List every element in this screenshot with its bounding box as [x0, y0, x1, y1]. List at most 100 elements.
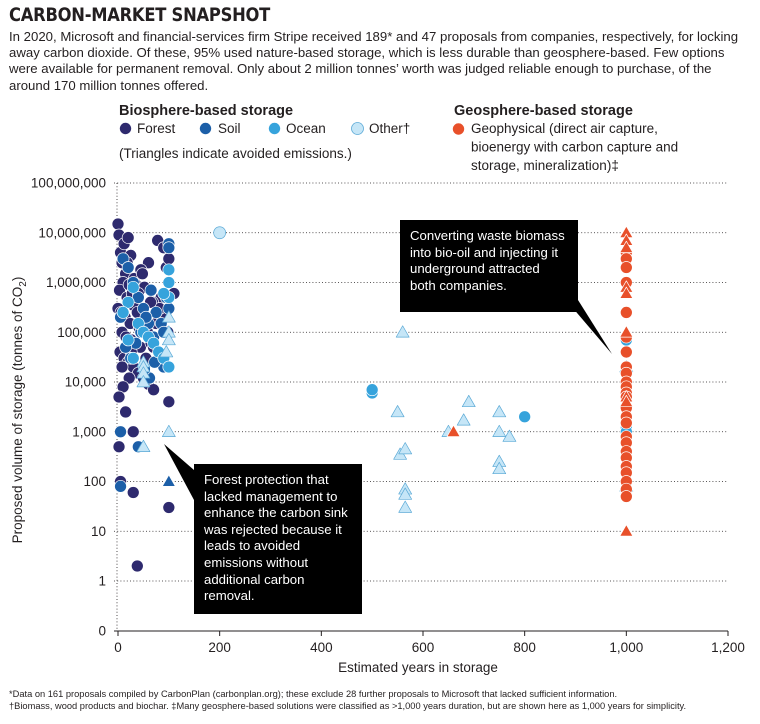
soil-avoided-triangle-point [161, 474, 176, 487]
legend-geophysical-label-line-2: bioenergy with carbon capture and [471, 140, 678, 155]
forest-circle-point [162, 252, 176, 266]
forest-circle-point [162, 395, 176, 409]
forest-circle-point [126, 425, 140, 439]
tick-labels: 1 10 100 1,000 10,000 100,000 1,000,000 10,000,… [31, 176, 745, 656]
ocean-circle-point [126, 280, 140, 294]
forest-circle-point [121, 231, 135, 244]
y-tick-label: 10,000 [65, 375, 106, 390]
legend-ocean-label: Ocean [286, 121, 326, 136]
other-avoided-triangle-point [398, 442, 413, 455]
x-tick-label: 1,200 [711, 640, 745, 655]
legend-geosphere-heading: Geosphere-based storage [454, 103, 633, 119]
geophysical-circle-point [619, 345, 633, 359]
legend-forest-label: Forest [137, 121, 176, 136]
y-tick-label: 100,000 [57, 325, 106, 340]
legend-other-marker [351, 122, 364, 135]
intro-text: In 2020, Microsoft and financial-service… [9, 29, 739, 93]
forest-circle-point [119, 405, 132, 419]
legend-triangle-note: (Triangles indicate avoided emissions.) [119, 146, 352, 161]
legend-geophysical-label-line-3: storage, mineralization)‡ [471, 158, 619, 173]
legend-forest-marker [119, 122, 132, 135]
soil-circle-point [121, 261, 135, 274]
y-tick-label: 1,000,000 [46, 275, 106, 290]
x-tick-label: 400 [310, 640, 333, 655]
legend-biosphere-heading: Biosphere-based storage [119, 103, 293, 119]
soil-circle-point [144, 283, 158, 297]
ocean-circle-point [126, 351, 140, 365]
geophysical-avoided-triangle-point [619, 524, 634, 537]
forest-circle-point [115, 360, 129, 374]
forest-callout-pointer [164, 444, 194, 500]
other-avoided-triangle-point [456, 413, 471, 426]
geophysical-avoided-triangle-point [619, 394, 634, 408]
other-avoided-triangle-point [398, 500, 413, 513]
data-points [111, 217, 634, 573]
forest-circle-point [122, 371, 136, 385]
y-tick-label-zero: 0 [98, 624, 106, 639]
waste-callout-pointer [566, 300, 612, 354]
other-avoided-triangle-point [461, 394, 476, 408]
x-tick-label: 200 [208, 640, 231, 655]
other-avoided-triangle-point [161, 424, 176, 437]
geophysical-avoided-triangle-point [619, 286, 634, 299]
forest-circle-point [130, 559, 144, 573]
other-avoided-triangle-point [136, 439, 151, 452]
x-tick-label: 800 [513, 640, 536, 655]
y-axis-label-subscript: 2 [18, 281, 29, 287]
other-avoided-triangle-point [390, 405, 405, 418]
legend-soil-label: Soil [218, 121, 241, 136]
other-avoided-triangle-point [161, 310, 176, 323]
other-avoided-triangle-point [492, 424, 507, 437]
footnote-data-source: *Data on 161 proposals compiled by Carbo… [9, 689, 618, 699]
legend-other-label: Other† [369, 121, 410, 136]
y-tick-label: 100 [83, 474, 106, 489]
legend-geophysical-label-line-1: Geophysical (direct air capture, [471, 121, 658, 136]
other-avoided-triangle-point [159, 345, 174, 358]
y-axis-label-main: Proposed volume of storage (tonnes of CO [10, 287, 25, 544]
y-axis-label: Proposed volume of storage (tonnes of CO… [10, 277, 29, 544]
forest-circle-point [147, 383, 160, 397]
other-avoided-triangle-point [492, 405, 507, 418]
geophysical-avoided-triangle-point [446, 424, 461, 437]
forest-circle-point [112, 440, 126, 454]
y-tick-label: 1 [98, 574, 106, 589]
legend: Biosphere-based storage Geosphere-based … [119, 103, 678, 173]
soil-circle-point [114, 479, 127, 493]
ocean-circle-point [162, 360, 176, 374]
soil-circle-point [131, 291, 145, 304]
x-axis-label: Estimated years in storage [338, 660, 498, 675]
x-tick-label: 1,000 [609, 640, 643, 655]
legend-ocean-marker [268, 122, 281, 135]
ocean-circle-point [157, 287, 171, 300]
geophysical-circle-point [619, 261, 633, 274]
legend-geophysical-marker [452, 122, 465, 136]
waste-callout: Converting waste biomass into bio-oil an… [400, 220, 578, 312]
soil-circle-point [162, 241, 176, 255]
x-tick-label: 0 [114, 640, 122, 655]
legend-soil-marker [199, 122, 212, 135]
geophysical-avoided-triangle-point [619, 325, 634, 338]
ocean-circle-point [518, 410, 532, 424]
y-tick-label: 100,000,000 [31, 176, 106, 191]
y-tick-label: 10,000,000 [38, 225, 106, 240]
other-avoided-triangle-point [136, 375, 151, 388]
forest-circle-point [112, 390, 126, 404]
ocean-circle-point [365, 383, 379, 397]
forest-circle-point [111, 217, 125, 231]
forest-callout: Forest protection that lacked management… [194, 464, 362, 614]
forest-circle-point [136, 267, 149, 281]
footnote-definitions: †Biomass, wood products and biochar. ‡Ma… [9, 701, 687, 711]
other-avoided-triangle-point [398, 487, 413, 500]
ocean-circle-point [121, 333, 135, 347]
y-tick-label: 10 [91, 524, 106, 539]
other-circle-point [213, 226, 227, 240]
ocean-circle-point [121, 295, 135, 309]
soil-circle-point [114, 425, 127, 439]
other-avoided-triangle-point [395, 325, 410, 338]
ocean-circle-point [162, 276, 176, 289]
ocean-circle-point [162, 263, 176, 277]
geophysical-circle-point [619, 416, 633, 430]
forest-circle-point [162, 501, 176, 514]
x-tick-label: 600 [412, 640, 435, 655]
